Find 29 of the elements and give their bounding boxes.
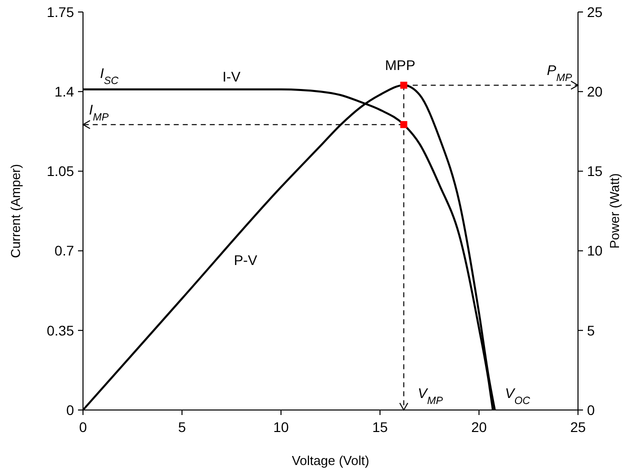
annotation: V$_{OC}$ [505,385,531,407]
y2-tick-label: 15 [587,163,603,180]
x-tick-label: 25 [570,419,586,435]
y-axis-title: Current (Amper) [8,164,23,258]
y-tick-label: 1.4 [54,84,74,100]
ref-line-label: P$_{MP}$ [546,62,572,84]
x-tick-label: 15 [372,419,388,435]
x-tick-label: 10 [273,419,289,435]
y2-tick-label: 20 [587,84,603,100]
x-tick-label: 0 [79,419,88,435]
series-label: I-V [222,68,242,84]
series-label: P-V [234,252,258,268]
y-tick-label: 0.7 [54,242,74,259]
ref-line-label: I$_{MP}$ [89,102,109,124]
y-tick-label: 0 [66,402,74,418]
y-tick-label: 1.75 [46,4,74,20]
y2-tick-label: 25 [587,4,603,20]
y2-tick-label: 10 [587,242,603,259]
ref-line-label: V$_{MP}$ [418,385,443,407]
y-tick-label: 0.35 [46,322,74,338]
annotation: I$_{SC}$ [100,65,119,87]
y2-axis-title: Power (Watt) [607,173,622,249]
x-axis-title: Voltage (Volt) [292,453,370,468]
y2-tick-label: 5 [587,322,595,338]
x-tick-label: 5 [178,419,186,435]
x-tick-label: 20 [471,419,487,435]
y2-tick-label: 0 [587,402,595,418]
annotation: MPP [385,57,416,73]
y-tick-label: 1.05 [46,163,74,180]
